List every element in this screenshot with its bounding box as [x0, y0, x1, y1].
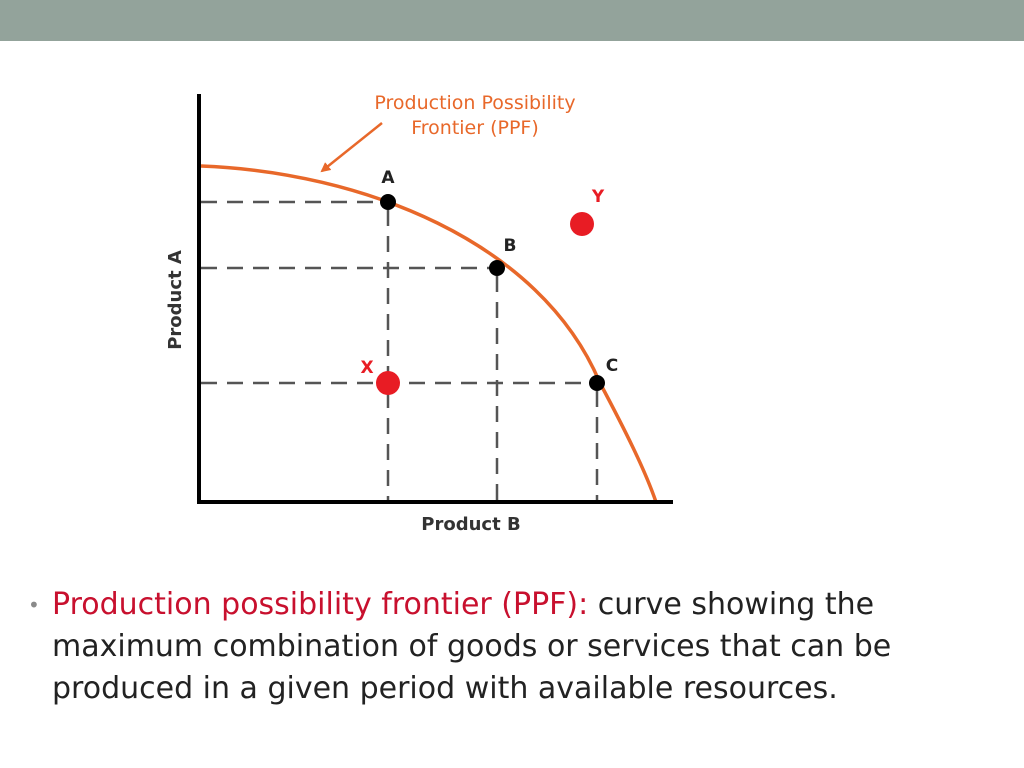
point-y-marker: [570, 212, 594, 236]
point-b-label: B: [504, 236, 517, 256]
slide-top-bar: [0, 0, 1024, 41]
point-c-label: C: [606, 356, 618, 376]
point-x-marker: [376, 371, 400, 395]
curve-label-line1: Production Possibility: [374, 92, 575, 114]
y-axis-label: Product A: [165, 250, 186, 350]
point-x-label: X: [360, 358, 373, 378]
definition-body: curve showing the maximum combination of…: [52, 587, 892, 706]
definition-text: Production possibility frontier (PPF): c…: [52, 584, 982, 710]
point-c-marker: [589, 375, 605, 391]
definition-term: Production possibility frontier (PPF):: [52, 587, 589, 622]
bullet-dot-icon: •: [28, 593, 40, 617]
point-a-label: A: [381, 168, 395, 188]
x-axis-label: Product B: [421, 514, 520, 535]
curve-label-line2: Frontier (PPF): [411, 117, 539, 139]
point-b-marker: [489, 260, 505, 276]
ppf-curve: [200, 164, 658, 503]
ppf-diagram: A B C X Y Production Possibility Frontie…: [165, 92, 673, 535]
curve-label-arrow: [320, 122, 383, 173]
point-y-label: Y: [591, 187, 605, 207]
point-a-marker: [380, 194, 396, 210]
